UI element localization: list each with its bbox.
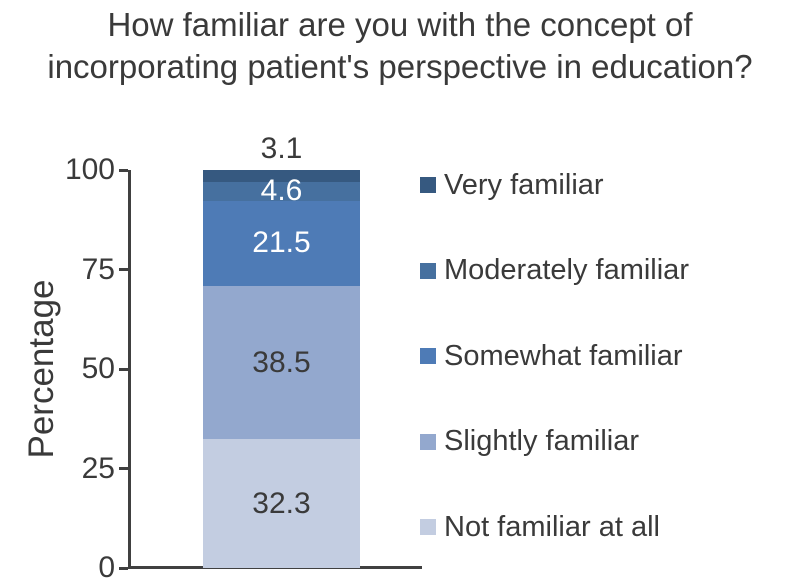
y-tick-label-0: 0	[98, 551, 115, 584]
legend-label: Not familiar at all	[444, 510, 660, 543]
legend-item-slightly-familiar: Slightly familiar	[420, 425, 639, 459]
legend-swatch-icon	[420, 262, 436, 279]
bar-segment-not-familiar-at-all	[203, 439, 360, 568]
legend-label: Somewhat familiar	[444, 339, 683, 372]
legend-swatch-icon	[420, 177, 436, 193]
value-label-very-familiar: 3.1	[260, 132, 303, 165]
value-label-slightly-familiar: 38.5	[252, 345, 311, 379]
y-tick-100	[119, 168, 128, 172]
chart-title-line1: How familiar are you with the concept of	[107, 6, 693, 43]
legend-item-somewhat-familiar: Somewhat familiar	[420, 339, 683, 373]
bar-segment-moderately-familiar	[203, 182, 360, 201]
legend-swatch-icon	[420, 519, 436, 535]
y-tick-label-50: 50	[81, 352, 115, 385]
y-axis-line	[128, 170, 131, 569]
legend-label: Moderately familiar	[444, 254, 689, 286]
chart-title: How familiar are you with the concept of…	[0, 4, 800, 88]
bar-segment-very-familiar	[203, 170, 360, 183]
y-tick-label-100: 100	[64, 153, 115, 186]
y-tick-25	[119, 467, 128, 470]
legend-swatch-icon	[420, 433, 436, 450]
legend-swatch-icon	[420, 348, 436, 364]
y-tick-label-25: 25	[81, 451, 115, 485]
legend-label: Slightly familiar	[444, 425, 639, 457]
y-tick-0	[119, 566, 128, 570]
legend-item-very-familiar: Very familiar	[420, 168, 604, 202]
bar-segment-slightly-familiar	[203, 286, 360, 440]
bar-segment-somewhat-familiar	[203, 200, 360, 287]
y-tick-50	[119, 367, 128, 371]
chart-title-line2: incorporating patient's perspective in e…	[47, 48, 753, 85]
y-tick-label-75: 75	[81, 252, 115, 286]
y-tick-75	[119, 268, 128, 271]
legend-item-moderately-familiar: Moderately familiar	[420, 254, 689, 288]
legend-label: Very familiar	[444, 168, 604, 201]
value-label-not-familiar-at-all: 32.3	[252, 486, 311, 520]
legend-item-not-familiar-at-all: Not familiar at all	[420, 510, 660, 544]
value-label-somewhat-familiar: 21.5	[252, 226, 311, 260]
